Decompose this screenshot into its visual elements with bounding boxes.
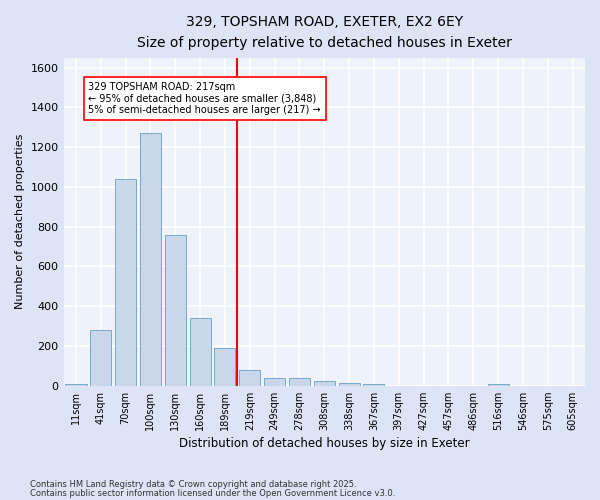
Text: Contains HM Land Registry data © Crown copyright and database right 2025.: Contains HM Land Registry data © Crown c… xyxy=(30,480,356,489)
Bar xyxy=(140,133,161,386)
Bar xyxy=(90,330,112,386)
Bar xyxy=(214,348,235,386)
Text: Contains public sector information licensed under the Open Government Licence v3: Contains public sector information licen… xyxy=(30,488,395,498)
Bar xyxy=(115,179,136,386)
Title: 329, TOPSHAM ROAD, EXETER, EX2 6EY
Size of property relative to detached houses : 329, TOPSHAM ROAD, EXETER, EX2 6EY Size … xyxy=(137,15,512,50)
Bar xyxy=(338,382,359,386)
Bar xyxy=(190,318,211,386)
Bar xyxy=(314,380,335,386)
Bar xyxy=(65,384,86,386)
Bar xyxy=(165,234,186,386)
Text: 329 TOPSHAM ROAD: 217sqm
← 95% of detached houses are smaller (3,848)
5% of semi: 329 TOPSHAM ROAD: 217sqm ← 95% of detach… xyxy=(88,82,321,115)
Bar xyxy=(264,378,285,386)
Bar xyxy=(289,378,310,386)
Bar xyxy=(239,370,260,386)
Y-axis label: Number of detached properties: Number of detached properties xyxy=(15,134,25,310)
Bar xyxy=(364,384,385,386)
Bar xyxy=(488,384,509,386)
X-axis label: Distribution of detached houses by size in Exeter: Distribution of detached houses by size … xyxy=(179,437,470,450)
